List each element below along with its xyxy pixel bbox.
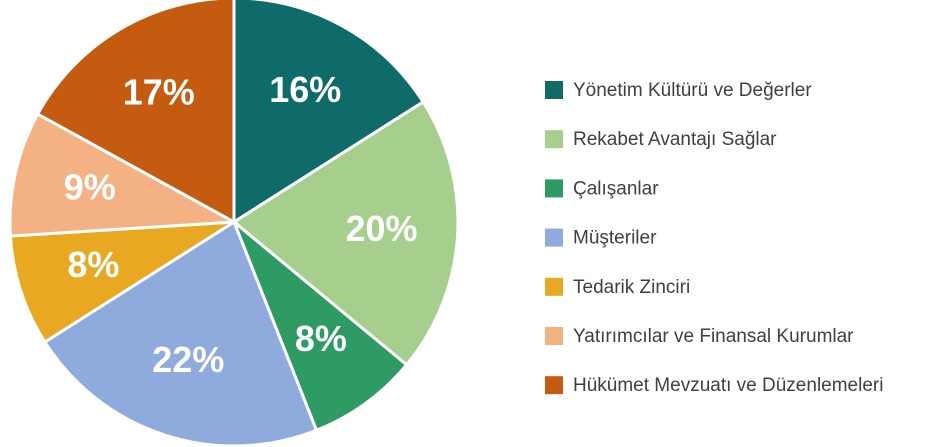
pie-slice — [232, 220, 409, 433]
data-label: 8% — [295, 318, 347, 359]
pie-slice — [8, 220, 235, 345]
legend-swatch — [545, 277, 563, 296]
pie-slice — [8, 112, 240, 238]
data-label: 22% — [152, 339, 224, 380]
legend-label: Rekabet Avantajı Sağlar — [573, 129, 777, 150]
legend-swatch — [545, 228, 563, 247]
legend-label: Yatırımcılar ve Finansal Kurumlar — [573, 326, 854, 347]
legend-label: Tedarik Zinciri — [573, 277, 690, 298]
legend-swatch — [545, 327, 563, 345]
data-label: 17% — [123, 71, 195, 112]
legend-swatch — [545, 179, 563, 198]
legend-swatch — [545, 376, 563, 395]
pie-slice — [232, 0, 426, 225]
legend-swatch — [545, 81, 563, 99]
legend-label: Müşteriler — [573, 228, 657, 249]
legend-swatch — [545, 130, 563, 149]
pie-slice — [35, 0, 236, 225]
legend-label: Yönetim Kültürü ve Değerler — [573, 80, 812, 101]
data-label: 16% — [269, 69, 341, 110]
pie-slice — [42, 219, 319, 447]
legend-label: Hükümet Mevzuatı ve Düzenlemeleri — [573, 375, 883, 396]
data-label: 9% — [64, 166, 116, 207]
data-label: 20% — [346, 208, 418, 249]
pie-slice — [231, 99, 460, 367]
legend-label: Çalışanlar — [573, 178, 659, 199]
data-label: 8% — [67, 244, 119, 285]
